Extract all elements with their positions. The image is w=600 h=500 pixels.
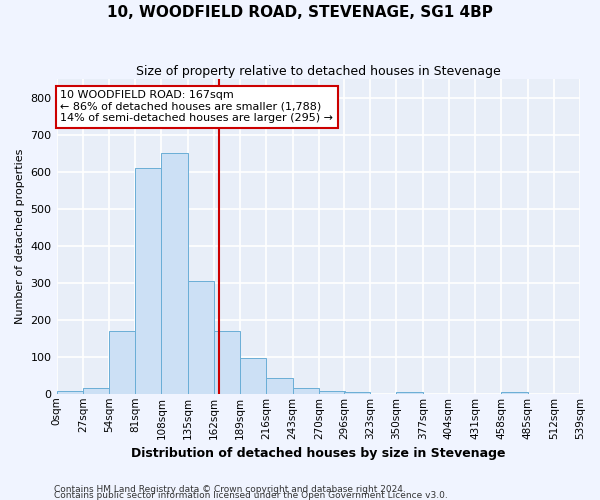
X-axis label: Distribution of detached houses by size in Stevenage: Distribution of detached houses by size … <box>131 447 506 460</box>
Bar <box>397 392 422 394</box>
Y-axis label: Number of detached properties: Number of detached properties <box>15 149 25 324</box>
Bar <box>83 388 109 394</box>
Bar <box>161 153 188 394</box>
Bar <box>240 358 266 394</box>
Text: Contains public sector information licensed under the Open Government Licence v3: Contains public sector information licen… <box>54 492 448 500</box>
Text: 10 WOODFIELD ROAD: 167sqm
← 86% of detached houses are smaller (1,788)
14% of se: 10 WOODFIELD ROAD: 167sqm ← 86% of detac… <box>61 90 334 124</box>
Bar <box>188 281 214 394</box>
Bar <box>266 378 293 394</box>
Title: Size of property relative to detached houses in Stevenage: Size of property relative to detached ho… <box>136 65 500 78</box>
Bar <box>319 391 345 394</box>
Bar <box>214 331 240 394</box>
Bar <box>56 391 83 394</box>
Text: Contains HM Land Registry data © Crown copyright and database right 2024.: Contains HM Land Registry data © Crown c… <box>54 486 406 494</box>
Bar <box>109 331 135 394</box>
Bar <box>135 168 161 394</box>
Bar <box>344 392 370 394</box>
Text: 10, WOODFIELD ROAD, STEVENAGE, SG1 4BP: 10, WOODFIELD ROAD, STEVENAGE, SG1 4BP <box>107 5 493 20</box>
Bar <box>502 392 527 394</box>
Bar <box>293 388 319 394</box>
